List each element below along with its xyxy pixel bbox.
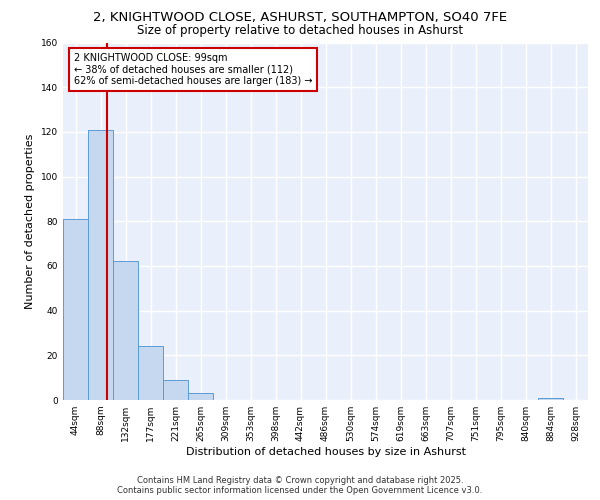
Bar xyxy=(138,346,163,400)
Text: Size of property relative to detached houses in Ashurst: Size of property relative to detached ho… xyxy=(137,24,463,37)
Text: 2, KNIGHTWOOD CLOSE, ASHURST, SOUTHAMPTON, SO40 7FE: 2, KNIGHTWOOD CLOSE, ASHURST, SOUTHAMPTO… xyxy=(93,11,507,24)
X-axis label: Distribution of detached houses by size in Ashurst: Distribution of detached houses by size … xyxy=(185,447,466,457)
Bar xyxy=(88,130,113,400)
Bar xyxy=(113,262,138,400)
Text: 2 KNIGHTWOOD CLOSE: 99sqm
← 38% of detached houses are smaller (112)
62% of semi: 2 KNIGHTWOOD CLOSE: 99sqm ← 38% of detac… xyxy=(74,53,312,86)
Bar xyxy=(163,380,188,400)
Bar xyxy=(188,394,213,400)
Y-axis label: Number of detached properties: Number of detached properties xyxy=(25,134,35,309)
Text: Contains HM Land Registry data © Crown copyright and database right 2025.
Contai: Contains HM Land Registry data © Crown c… xyxy=(118,476,482,495)
Bar xyxy=(63,219,88,400)
Bar xyxy=(538,398,563,400)
